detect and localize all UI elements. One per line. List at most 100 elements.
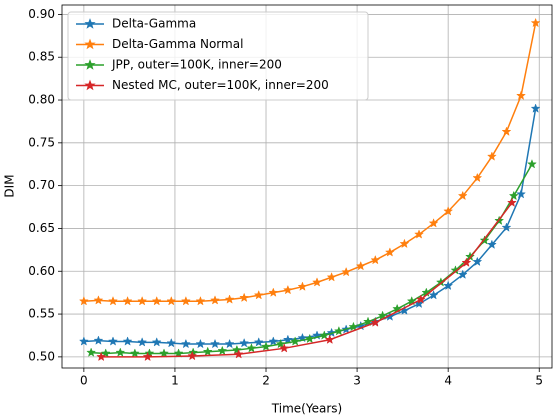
point-marker [142,351,153,362]
x-tick-label: 3 [353,374,361,388]
point-marker [210,338,220,349]
point-marker [324,334,335,344]
point-marker [187,350,198,361]
y-tick-label: 0.50 [28,349,55,363]
point-marker [166,296,177,306]
point-marker [370,254,381,265]
legend-marker [84,79,96,91]
point-marker [333,325,344,336]
point-marker [137,337,148,347]
point-marker [290,336,301,346]
point-marker [159,348,169,358]
point-marker [253,290,264,300]
point-marker [173,348,184,358]
point-marker [461,257,472,267]
point-marker [506,197,517,207]
point-marker [233,349,244,359]
point-marker [428,218,439,228]
point-marker [486,239,497,249]
y-tick-label: 0.65 [28,221,55,235]
point-marker [151,296,162,306]
point-marker [239,292,250,303]
point-marker [479,235,490,245]
point-marker [348,321,359,332]
point-marker [217,345,228,356]
x-tick-label: 4 [444,374,452,388]
point-marker [282,334,293,344]
point-marker [115,347,126,357]
point-marker [486,151,497,161]
point-marker [195,338,206,349]
point-marker [399,238,410,249]
point-marker [122,296,133,306]
point-marker [304,333,315,344]
point-marker [443,206,454,216]
x-tick-label: 5 [535,374,543,388]
legend-label: Delta-Gamma [112,17,196,31]
point-marker [501,222,512,232]
point-marker [86,347,97,357]
legend-label: JPP, outer=100K, inner=200 [111,58,282,72]
legend-label: Delta-Gamma Normal [112,37,243,51]
point-marker [414,229,424,239]
point-marker [326,327,337,338]
point-marker [166,337,177,348]
point-marker [78,336,89,346]
legend-marker [84,59,96,70]
point-marker [246,343,257,353]
point-marker [472,256,483,267]
point-marker [384,247,395,257]
point-marker [282,284,293,295]
series-line [101,202,513,358]
point-marker [108,296,118,306]
point-marker [530,17,541,28]
point-marker [472,172,483,183]
point-marker [210,295,220,305]
point-marker [406,296,417,306]
x-axis-label: Time(Years) [271,402,342,416]
y-tick-label: 0.60 [28,264,55,278]
point-marker [516,90,526,100]
point-marker [428,290,439,300]
point-marker [93,295,104,305]
point-marker [268,287,279,297]
point-marker [253,337,264,347]
point-marker [363,316,373,326]
point-marker [457,190,468,201]
point-marker [312,277,322,287]
x-tick-label: 1 [171,374,179,388]
point-marker [137,296,148,306]
point-marker [108,336,118,346]
point-marker [279,343,290,353]
x-tick-label: 0 [80,374,88,388]
point-marker [508,190,519,201]
point-marker [261,341,271,351]
point-marker [195,296,206,306]
y-tick-label: 0.90 [28,7,55,21]
point-marker [268,336,279,346]
point-marker [341,266,352,277]
y-tick-label: 0.75 [28,135,55,149]
point-marker [239,337,250,348]
y-tick-label: 0.55 [28,307,55,321]
point-marker [224,294,235,304]
point-marker [180,296,191,306]
point-marker [319,330,330,340]
point-marker [129,348,140,358]
point-marker [151,337,162,347]
point-marker [443,280,454,291]
point-marker [516,188,526,199]
y-axis-label: DIM [3,174,17,197]
series-line [83,108,537,345]
point-marker [530,103,541,113]
y-tick-label: 0.70 [28,178,55,192]
legend-box [67,11,369,101]
point-marker [231,344,242,355]
point-marker [457,269,468,279]
point-marker [122,336,133,346]
point-marker [370,317,381,327]
point-marker [384,311,395,321]
point-marker [526,159,537,169]
x-tick-label: 2 [262,374,270,388]
